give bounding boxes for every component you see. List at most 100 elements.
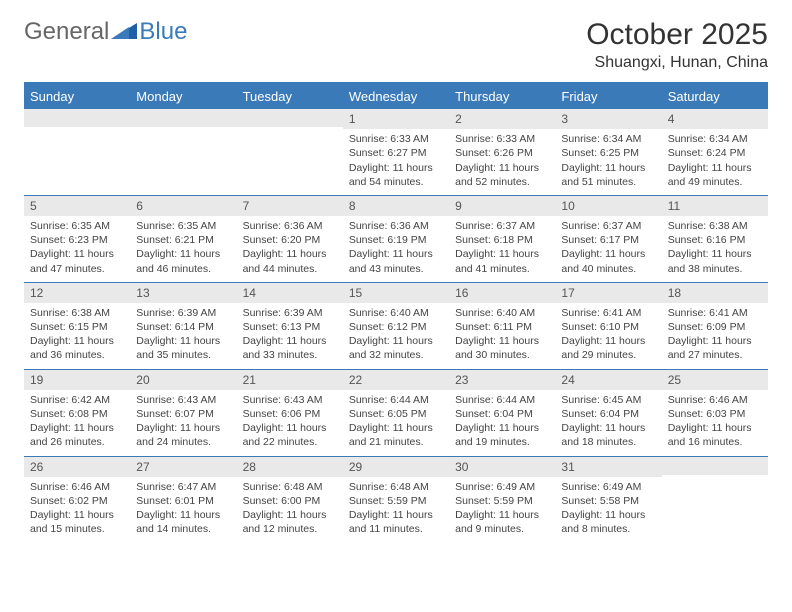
sunrise-line: Sunrise: 6:49 AM	[561, 480, 655, 494]
sunset-line: Sunset: 6:07 PM	[136, 407, 230, 421]
daylight-line: Daylight: 11 hours and 27 minutes.	[668, 334, 762, 362]
day-number: 4	[662, 109, 768, 129]
day-body: Sunrise: 6:36 AMSunset: 6:20 PMDaylight:…	[237, 216, 343, 282]
day-header-tue: Tuesday	[237, 84, 343, 109]
daylight-line: Daylight: 11 hours and 54 minutes.	[349, 161, 443, 189]
day-number: 29	[343, 457, 449, 477]
daylight-line: Daylight: 11 hours and 19 minutes.	[455, 421, 549, 449]
day-body: Sunrise: 6:37 AMSunset: 6:17 PMDaylight:…	[555, 216, 661, 282]
calendar-cell: 31Sunrise: 6:49 AMSunset: 5:58 PMDayligh…	[555, 457, 661, 543]
day-number	[662, 457, 768, 475]
day-number: 16	[449, 283, 555, 303]
calendar: Sunday Monday Tuesday Wednesday Thursday…	[24, 82, 768, 542]
brand-word-2: Blue	[139, 18, 187, 46]
calendar-cell: 26Sunrise: 6:46 AMSunset: 6:02 PMDayligh…	[24, 457, 130, 543]
calendar-cell	[24, 109, 130, 195]
sunset-line: Sunset: 5:58 PM	[561, 494, 655, 508]
day-body: Sunrise: 6:33 AMSunset: 6:26 PMDaylight:…	[449, 129, 555, 195]
day-number	[237, 109, 343, 127]
calendar-cell	[130, 109, 236, 195]
sunrise-line: Sunrise: 6:49 AM	[455, 480, 549, 494]
sunset-line: Sunset: 6:00 PM	[243, 494, 337, 508]
day-number	[130, 109, 236, 127]
sunset-line: Sunset: 6:10 PM	[561, 320, 655, 334]
sunrise-line: Sunrise: 6:36 AM	[243, 219, 337, 233]
sunset-line: Sunset: 6:13 PM	[243, 320, 337, 334]
sunrise-line: Sunrise: 6:36 AM	[349, 219, 443, 233]
day-body: Sunrise: 6:46 AMSunset: 6:02 PMDaylight:…	[24, 477, 130, 543]
daylight-line: Daylight: 11 hours and 35 minutes.	[136, 334, 230, 362]
sunrise-line: Sunrise: 6:39 AM	[243, 306, 337, 320]
sunset-line: Sunset: 6:15 PM	[30, 320, 124, 334]
day-body: Sunrise: 6:45 AMSunset: 6:04 PMDaylight:…	[555, 390, 661, 456]
day-number: 3	[555, 109, 661, 129]
day-header-thu: Thursday	[449, 84, 555, 109]
sunrise-line: Sunrise: 6:35 AM	[30, 219, 124, 233]
day-number: 22	[343, 370, 449, 390]
sunrise-line: Sunrise: 6:44 AM	[455, 393, 549, 407]
calendar-week: 5Sunrise: 6:35 AMSunset: 6:23 PMDaylight…	[24, 195, 768, 282]
day-body: Sunrise: 6:41 AMSunset: 6:09 PMDaylight:…	[662, 303, 768, 369]
day-body	[662, 475, 768, 525]
sunrise-line: Sunrise: 6:33 AM	[455, 132, 549, 146]
day-header-sat: Saturday	[662, 84, 768, 109]
calendar-cell: 15Sunrise: 6:40 AMSunset: 6:12 PMDayligh…	[343, 283, 449, 369]
day-body: Sunrise: 6:39 AMSunset: 6:14 PMDaylight:…	[130, 303, 236, 369]
daylight-line: Daylight: 11 hours and 18 minutes.	[561, 421, 655, 449]
sunrise-line: Sunrise: 6:40 AM	[455, 306, 549, 320]
calendar-cell: 28Sunrise: 6:48 AMSunset: 6:00 PMDayligh…	[237, 457, 343, 543]
day-header-fri: Friday	[555, 84, 661, 109]
sunset-line: Sunset: 6:23 PM	[30, 233, 124, 247]
calendar-cell: 20Sunrise: 6:43 AMSunset: 6:07 PMDayligh…	[130, 370, 236, 456]
sunrise-line: Sunrise: 6:38 AM	[668, 219, 762, 233]
calendar-cell: 7Sunrise: 6:36 AMSunset: 6:20 PMDaylight…	[237, 196, 343, 282]
daylight-line: Daylight: 11 hours and 24 minutes.	[136, 421, 230, 449]
sunset-line: Sunset: 5:59 PM	[349, 494, 443, 508]
calendar-week: 19Sunrise: 6:42 AMSunset: 6:08 PMDayligh…	[24, 369, 768, 456]
day-body: Sunrise: 6:35 AMSunset: 6:21 PMDaylight:…	[130, 216, 236, 282]
location: Shuangxi, Hunan, China	[586, 54, 768, 72]
day-number: 6	[130, 196, 236, 216]
calendar-week: 12Sunrise: 6:38 AMSunset: 6:15 PMDayligh…	[24, 282, 768, 369]
calendar-cell: 21Sunrise: 6:43 AMSunset: 6:06 PMDayligh…	[237, 370, 343, 456]
day-body: Sunrise: 6:49 AMSunset: 5:59 PMDaylight:…	[449, 477, 555, 543]
day-number	[24, 109, 130, 127]
calendar-cell: 27Sunrise: 6:47 AMSunset: 6:01 PMDayligh…	[130, 457, 236, 543]
day-body: Sunrise: 6:37 AMSunset: 6:18 PMDaylight:…	[449, 216, 555, 282]
day-number: 24	[555, 370, 661, 390]
calendar-cell: 12Sunrise: 6:38 AMSunset: 6:15 PMDayligh…	[24, 283, 130, 369]
sunset-line: Sunset: 6:18 PM	[455, 233, 549, 247]
sunrise-line: Sunrise: 6:46 AM	[668, 393, 762, 407]
day-body: Sunrise: 6:43 AMSunset: 6:07 PMDaylight:…	[130, 390, 236, 456]
sunrise-line: Sunrise: 6:38 AM	[30, 306, 124, 320]
weeks-container: 1Sunrise: 6:33 AMSunset: 6:27 PMDaylight…	[24, 109, 768, 542]
calendar-cell: 11 Sunrise: 6:38 AMSunset: 6:16 PMDayligh…	[662, 196, 768, 282]
day-body: Sunrise: 6:49 AMSunset: 5:58 PMDaylight:…	[555, 477, 661, 543]
sunrise-line: Sunrise: 6:45 AM	[561, 393, 655, 407]
day-body: Sunrise: 6:43 AMSunset: 6:06 PMDaylight:…	[237, 390, 343, 456]
day-number: 13	[130, 283, 236, 303]
sunset-line: Sunset: 6:09 PM	[668, 320, 762, 334]
sunset-line: Sunset: 5:59 PM	[455, 494, 549, 508]
day-body: Sunrise: 6:34 AMSunset: 6:25 PMDaylight:…	[555, 129, 661, 195]
sunset-line: Sunset: 6:16 PM	[668, 233, 762, 247]
day-body: Sunrise: 6:35 AMSunset: 6:23 PMDaylight:…	[24, 216, 130, 282]
daylight-line: Daylight: 11 hours and 38 minutes.	[668, 247, 762, 275]
day-number: 11	[662, 196, 768, 216]
sunrise-line: Sunrise: 6:40 AM	[349, 306, 443, 320]
daylight-line: Daylight: 11 hours and 15 minutes.	[30, 508, 124, 536]
daylight-line: Daylight: 11 hours and 51 minutes.	[561, 161, 655, 189]
sunrise-line: Sunrise: 6:37 AM	[455, 219, 549, 233]
sunrise-line: Sunrise: 6:39 AM	[136, 306, 230, 320]
calendar-week: 1Sunrise: 6:33 AMSunset: 6:27 PMDaylight…	[24, 109, 768, 195]
day-body: Sunrise: 6:48 AMSunset: 6:00 PMDaylight:…	[237, 477, 343, 543]
sunset-line: Sunset: 6:25 PM	[561, 146, 655, 160]
sunset-line: Sunset: 6:03 PM	[668, 407, 762, 421]
day-number: 15	[343, 283, 449, 303]
day-number: 20	[130, 370, 236, 390]
calendar-cell: 4Sunrise: 6:34 AMSunset: 6:24 PMDaylight…	[662, 109, 768, 195]
daylight-line: Daylight: 11 hours and 22 minutes.	[243, 421, 337, 449]
daylight-line: Daylight: 11 hours and 32 minutes.	[349, 334, 443, 362]
daylight-line: Daylight: 11 hours and 41 minutes.	[455, 247, 549, 275]
day-body: Sunrise: 6:38 AMSunset: 6:15 PMDaylight:…	[24, 303, 130, 369]
